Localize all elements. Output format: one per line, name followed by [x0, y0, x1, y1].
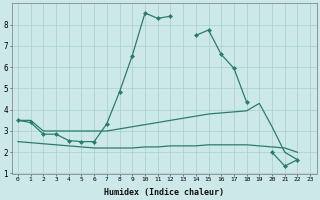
- X-axis label: Humidex (Indice chaleur): Humidex (Indice chaleur): [104, 188, 224, 197]
